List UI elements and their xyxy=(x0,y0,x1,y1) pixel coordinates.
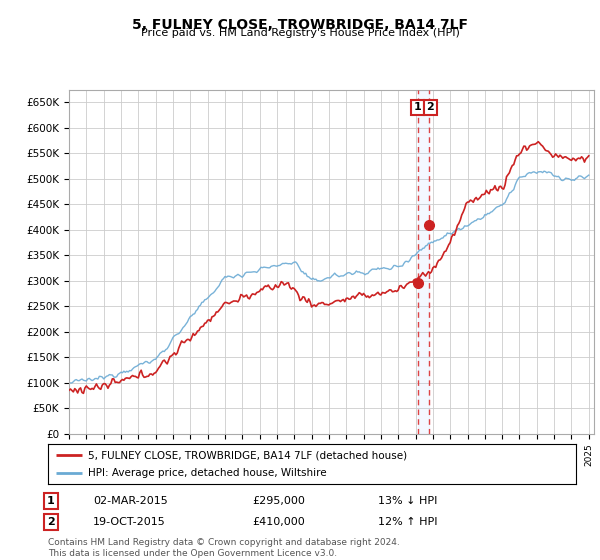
Text: 12% ↑ HPI: 12% ↑ HPI xyxy=(378,517,437,527)
Text: 19-OCT-2015: 19-OCT-2015 xyxy=(93,517,166,527)
Text: Contains HM Land Registry data © Crown copyright and database right 2024.
This d: Contains HM Land Registry data © Crown c… xyxy=(48,538,400,558)
Text: 1: 1 xyxy=(47,496,55,506)
Text: 5, FULNEY CLOSE, TROWBRIDGE, BA14 7LF (detached house): 5, FULNEY CLOSE, TROWBRIDGE, BA14 7LF (d… xyxy=(88,450,407,460)
Text: HPI: Average price, detached house, Wiltshire: HPI: Average price, detached house, Wilt… xyxy=(88,468,326,478)
Text: Price paid vs. HM Land Registry's House Price Index (HPI): Price paid vs. HM Land Registry's House … xyxy=(140,28,460,38)
Text: £295,000: £295,000 xyxy=(252,496,305,506)
Text: 2: 2 xyxy=(47,517,55,527)
Text: 2: 2 xyxy=(427,102,434,113)
Text: 02-MAR-2015: 02-MAR-2015 xyxy=(93,496,168,506)
Bar xyxy=(418,90,430,434)
Text: 13% ↓ HPI: 13% ↓ HPI xyxy=(378,496,437,506)
Text: 5, FULNEY CLOSE, TROWBRIDGE, BA14 7LF: 5, FULNEY CLOSE, TROWBRIDGE, BA14 7LF xyxy=(132,18,468,32)
Text: 1: 1 xyxy=(414,102,421,113)
Text: £410,000: £410,000 xyxy=(252,517,305,527)
